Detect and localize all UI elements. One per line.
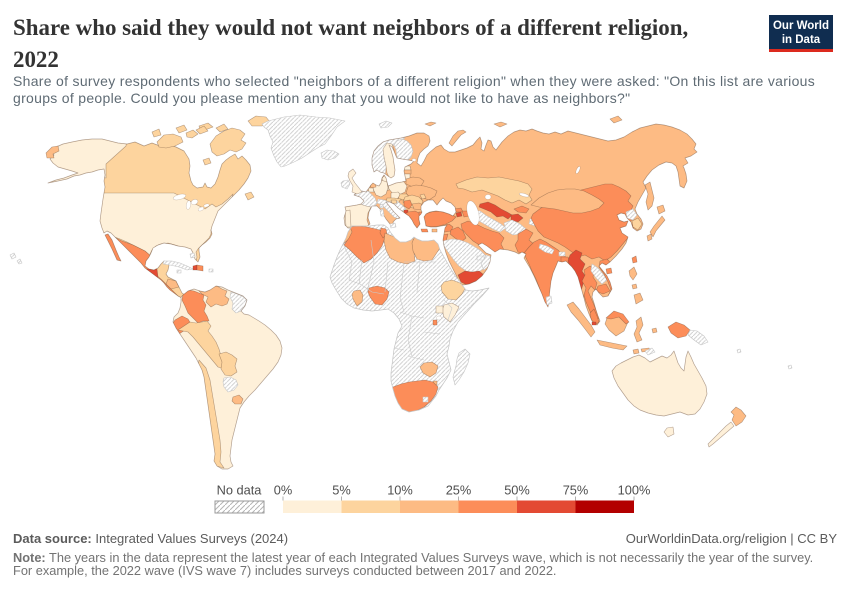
svg-text:100%: 100% (618, 483, 651, 498)
svg-text:10%: 10% (387, 483, 413, 498)
svg-text:50%: 50% (504, 483, 530, 498)
svg-text:No data: No data (217, 483, 263, 498)
svg-text:0%: 0% (274, 483, 293, 498)
svg-text:5%: 5% (332, 483, 351, 498)
svg-text:75%: 75% (563, 483, 589, 498)
svg-text:25%: 25% (446, 483, 472, 498)
